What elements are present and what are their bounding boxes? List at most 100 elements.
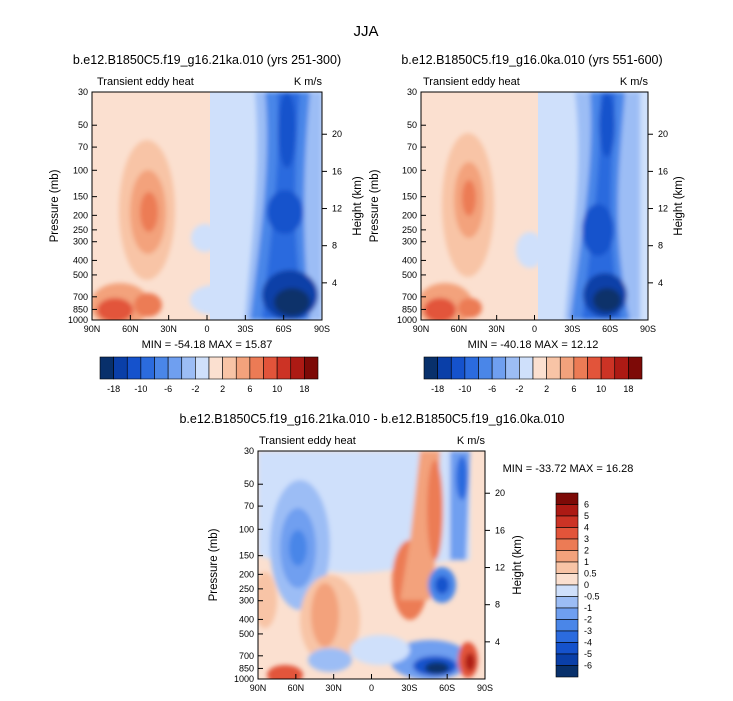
height-tick-label: 20 <box>495 488 505 498</box>
pressure-tick-label: 850 <box>239 663 254 673</box>
height-tick-label: 12 <box>332 204 342 214</box>
pressure-tick-label: 100 <box>73 165 88 175</box>
panel-0ka: b.e12.B1850C5.f19_g16.0ka.010 (yrs 551-6… <box>369 53 685 394</box>
latitude-tick-label: 30S <box>564 324 580 334</box>
latitude-tick-label: 30N <box>160 324 177 334</box>
latitude-tick-label: 30S <box>401 683 417 693</box>
colorbar-label: 4 <box>584 523 589 533</box>
colorbar-label: 0.5 <box>584 569 597 579</box>
colorbar-swatch <box>546 356 561 380</box>
colorbar-swatch <box>555 515 579 528</box>
pressure-tick-label: 700 <box>73 292 88 302</box>
latitude-tick-label: 60N <box>451 324 468 334</box>
panel-0ka-left-string: Transient eddy heat <box>423 76 520 88</box>
panel-diff-ylabel: Pressure (mb) <box>208 528 220 601</box>
latitude-tick-label: 60S <box>439 683 455 693</box>
colorbar-swatch <box>555 665 579 678</box>
pressure-tick-label: 500 <box>73 270 88 280</box>
panel-0ka-height-axis: 20 16 12 8 4 <box>648 129 668 288</box>
height-tick-label: 4 <box>495 637 500 647</box>
colorbar-label: 0 <box>584 580 589 590</box>
colorbar-swatch <box>555 653 579 666</box>
pressure-tick-label: 700 <box>402 292 417 302</box>
pressure-tick-label: 1000 <box>68 315 88 325</box>
colorbar-swatch <box>600 356 616 380</box>
height-tick-label: 16 <box>332 166 342 176</box>
latitude-tick-label: 90N <box>413 324 430 334</box>
colorbar-swatch <box>263 356 278 380</box>
pressure-tick-label: 100 <box>402 165 417 175</box>
colorbar-swatch <box>555 619 579 632</box>
pressure-tick-label: 850 <box>402 304 417 314</box>
panel-0ka-contour-field <box>421 92 648 320</box>
colorbar-swatch <box>559 356 575 380</box>
colorbar-label: -6 <box>164 384 172 394</box>
colorbar-swatch <box>290 356 305 380</box>
colorbar-swatch <box>208 356 223 380</box>
height-tick-label: 8 <box>495 600 500 610</box>
colorbar-label: 18 <box>299 384 309 394</box>
pressure-tick-label: 300 <box>239 596 254 606</box>
panel-diff-contour-field <box>258 451 485 679</box>
colorbar-label: 10 <box>272 384 282 394</box>
panel-0ka-right-string: K m/s <box>620 76 649 88</box>
pressure-tick-label: 400 <box>239 614 254 624</box>
panel-21ka-right-string: K m/s <box>294 76 323 88</box>
colorbar-swatch <box>555 596 579 609</box>
colorbar-swatch <box>99 356 114 380</box>
colorbar-label: 2 <box>220 384 225 394</box>
pressure-tick-label: 400 <box>402 255 417 265</box>
pressure-tick-label: 50 <box>407 120 417 130</box>
colorbar-label: -10 <box>458 384 471 394</box>
latitude-tick-label: 60N <box>288 683 305 693</box>
panel-0ka-title: b.e12.B1850C5.f19_g16.0ka.010 (yrs 551-6… <box>401 53 662 67</box>
pressure-tick-label: 500 <box>239 629 254 639</box>
colorbar-swatch <box>555 630 579 643</box>
colorbar-swatch <box>555 607 579 620</box>
pressure-tick-label: 250 <box>239 584 254 594</box>
height-tick-label: 8 <box>658 241 663 251</box>
pressure-tick-label: 70 <box>78 142 88 152</box>
colorbar-label: 2 <box>544 384 549 394</box>
colorbar-label: 5 <box>584 511 589 521</box>
pressure-tick-label: 200 <box>73 210 88 220</box>
colorbar-swatch <box>276 356 292 380</box>
pressure-tick-label: 150 <box>402 192 417 202</box>
colorbar-label: 18 <box>623 384 633 394</box>
panel-21ka-minmax: MIN = -54.18 MAX = 15.87 <box>142 339 273 351</box>
height-tick-label: 4 <box>658 278 663 288</box>
pressure-tick-label: 1000 <box>397 315 417 325</box>
colorbar-label: -18 <box>431 384 444 394</box>
latitude-tick-label: 30N <box>325 683 342 693</box>
panel-diff-title: b.e12.B1850C5.f19_g16.21ka.010 - b.e12.B… <box>179 412 564 426</box>
colorbar-swatch <box>555 642 579 655</box>
latitude-tick-label: 60S <box>602 324 618 334</box>
pressure-tick-label: 1000 <box>234 674 254 684</box>
height-tick-label: 8 <box>332 241 337 251</box>
colorbar-swatch <box>423 356 438 380</box>
colorbar-label: -6 <box>584 661 592 671</box>
pressure-tick-label: 30 <box>407 87 417 97</box>
colorbar-swatch <box>478 356 493 380</box>
pressure-tick-label: 850 <box>73 304 88 314</box>
pressure-tick-label: 70 <box>407 142 417 152</box>
height-tick-label: 12 <box>495 563 505 573</box>
panel-0ka-latitude-axis: 90N 60N 30N 0 30S 60S 90S <box>413 315 656 334</box>
colorbar-swatch <box>628 356 643 380</box>
colorbar-swatch <box>249 356 264 380</box>
colorbar-label: -4 <box>584 638 592 648</box>
colorbar-swatch <box>437 356 452 380</box>
colorbar-swatch <box>519 356 534 380</box>
latitude-tick-label: 90N <box>250 683 267 693</box>
pressure-tick-label: 300 <box>73 237 88 247</box>
latitude-tick-label: 90S <box>314 324 330 334</box>
latitude-tick-label: 0 <box>204 324 209 334</box>
panel-21ka-title: b.e12.B1850C5.f19_g16.21ka.010 (yrs 251-… <box>73 53 341 67</box>
panel-0ka-ylabel: Pressure (mb) <box>369 169 381 242</box>
panel-diff-left-string: Transient eddy heat <box>259 435 356 447</box>
colorbar-swatch <box>573 356 588 380</box>
colorbar-swatch <box>555 538 579 551</box>
colorbar-label: -2 <box>515 384 523 394</box>
colorbar-swatch <box>195 356 210 380</box>
colorbar-swatch <box>555 573 579 586</box>
